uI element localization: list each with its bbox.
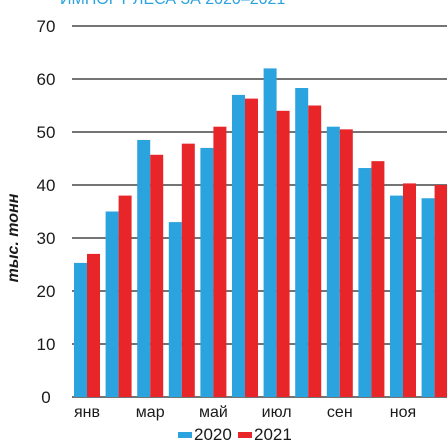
bar-2021-июн	[245, 98, 258, 398]
bar-2020-июл	[263, 68, 277, 398]
bar-2020-окт	[358, 168, 372, 397]
legend: 2020 2021	[178, 425, 292, 443]
y-tick-label: 70	[37, 17, 56, 36]
bars	[74, 68, 447, 398]
bar-2021-июл	[276, 110, 290, 398]
y-tick-label: 60	[37, 70, 56, 89]
grid-lines	[72, 25, 447, 398]
bar-2021-окт	[371, 161, 385, 397]
y-tick-label: 0	[41, 388, 50, 407]
bar-2021-авг	[308, 105, 322, 397]
x-tick-label: мар	[136, 404, 165, 421]
bar-2020-май	[200, 147, 214, 397]
chart-header-fragment: ИМПОРТ ЛЕСА ЗА 2020–2021	[60, 0, 285, 8]
bar-2020-апр	[168, 222, 182, 397]
x-tick-label: сен	[327, 404, 353, 421]
legend-label-2020: 2020	[194, 425, 232, 443]
legend-swatch-2021	[238, 432, 252, 438]
y-tick-label: 50	[37, 123, 56, 142]
bar-2021-апр	[181, 143, 195, 397]
x-tick-label: янв	[74, 404, 100, 421]
bar-2020-мар	[137, 139, 151, 397]
bar-2020-авг	[295, 88, 309, 397]
bar-2021-фев	[118, 195, 132, 397]
bar-2020-фев	[105, 211, 119, 397]
y-tick-label: 10	[37, 335, 56, 354]
y-tick-label: 20	[37, 282, 56, 301]
legend-label-2021: 2021	[254, 425, 292, 443]
x-tick-label: июл	[262, 404, 292, 421]
y-tick-label: 40	[37, 176, 56, 195]
bar-2020-дек	[421, 198, 435, 397]
y-tick-label: 30	[37, 229, 56, 248]
bar-2020-сен	[326, 126, 340, 397]
bar-2021-янв	[87, 253, 100, 397]
x-tick-labels: янв мар май июл сен ноя	[74, 404, 416, 421]
y-tick-labels: 0 10 20 30 40 50 60 70	[37, 17, 56, 407]
bar-2021-дек	[434, 185, 447, 397]
bar-2021-сен	[339, 129, 353, 397]
legend-swatch-2020	[178, 432, 192, 438]
x-tick-label: май	[199, 404, 228, 421]
bar-2021-ноя	[403, 183, 416, 397]
bar-2020-янв	[74, 262, 87, 397]
bar-2020-ноя	[390, 195, 403, 397]
bar-2021-мар	[150, 154, 164, 397]
y-axis-label: тыс. тонн	[5, 193, 22, 282]
bar-2021-май	[213, 126, 227, 397]
x-tick-label: ноя	[390, 404, 416, 421]
bar-2020-июн	[232, 94, 245, 398]
